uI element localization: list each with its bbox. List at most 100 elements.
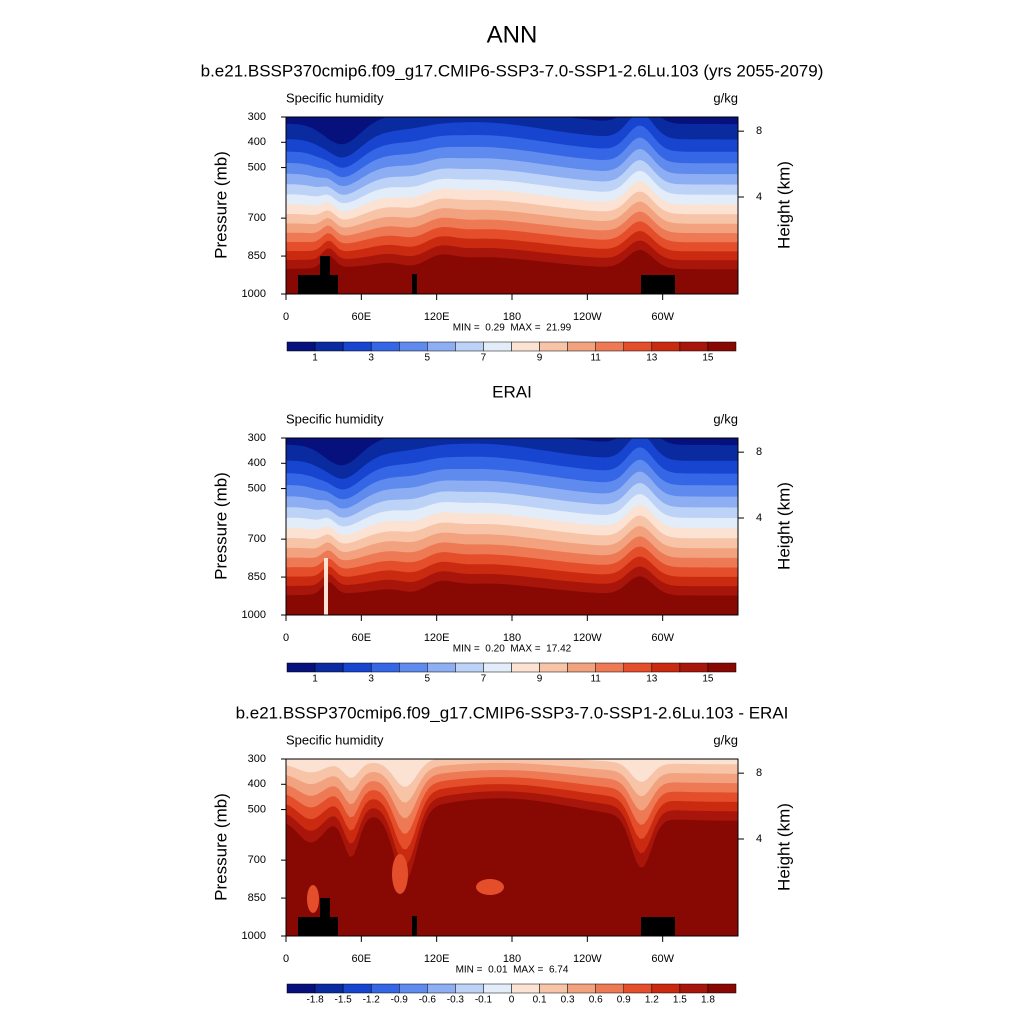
colorbar-box <box>511 662 540 673</box>
y2-tick-label: 8 <box>756 767 762 779</box>
colorbar-box <box>623 341 653 352</box>
colorbar-label: 7 <box>481 353 487 364</box>
colorbar-box <box>455 341 484 352</box>
colorbar-label: 5 <box>425 674 431 685</box>
topography-mask <box>320 898 330 917</box>
topography-mask <box>298 917 338 936</box>
y-axis-label: Pressure (mb) <box>211 793 230 901</box>
colorbar-label: 13 <box>646 674 658 685</box>
left-label: Specific humidity <box>286 732 384 747</box>
colorbar-box <box>399 983 428 994</box>
x-tick-label: 0 <box>283 953 289 965</box>
panel-title: b.e21.BSSP370cmip6.f09_g17.CMIP6-SSP3-7.… <box>201 61 824 80</box>
stats: MIN = 0.01 MAX = 6.74 <box>456 965 569 976</box>
y-axis-label: Pressure (mb) <box>211 151 230 259</box>
colorbar-box <box>399 341 428 352</box>
y-tick-label: 300 <box>248 432 266 444</box>
y-tick-label: 1000 <box>242 930 266 942</box>
colorbar-box <box>483 662 512 673</box>
y-tick-label: 850 <box>248 892 266 904</box>
colorbar-box <box>595 662 624 673</box>
y-tick-label: 300 <box>248 753 266 765</box>
main-title: ANN <box>487 21 538 48</box>
y2-axis-label: Height (km) <box>774 161 793 249</box>
y2-tick-label: 8 <box>756 446 762 458</box>
y-tick-label: 1000 <box>242 609 266 621</box>
x-tick-label: 60E <box>352 953 372 965</box>
colorbar-label: -1.8 <box>306 995 324 1006</box>
topography-mask <box>641 917 675 936</box>
x-tick-label: 0 <box>283 632 289 644</box>
colorbar-label: -0.3 <box>447 995 465 1006</box>
colorbar-box <box>370 341 400 352</box>
contour-blob <box>307 885 319 913</box>
colorbar-box <box>286 983 316 994</box>
x-tick-label: 60W <box>651 953 674 965</box>
colorbar-box <box>567 983 596 994</box>
colorbar-label: 7 <box>481 674 487 685</box>
colorbar-box <box>455 662 484 673</box>
y-axis-label: Pressure (mb) <box>211 472 230 580</box>
colorbar-label: 9 <box>537 674 543 685</box>
x-tick-label: 120W <box>573 632 602 644</box>
colorbar-box <box>483 983 512 994</box>
x-tick-label: 120E <box>424 311 450 323</box>
colorbar-box <box>286 341 316 352</box>
colorbar-label: 11 <box>590 353 601 364</box>
colorbar-label: 1 <box>312 353 318 364</box>
colorbar-box <box>511 983 540 994</box>
y-tick-label: 700 <box>248 854 266 866</box>
left-label: Specific humidity <box>286 90 384 105</box>
x-tick-label: 120W <box>573 311 602 323</box>
colorbar-box <box>286 662 316 673</box>
y2-tick-label: 4 <box>756 512 762 524</box>
y-tick-label: 400 <box>248 457 266 469</box>
contour-band <box>286 798 738 936</box>
colorbar-label: 1.5 <box>673 995 687 1006</box>
colorbar-box <box>623 662 653 673</box>
colorbar-box <box>427 662 456 673</box>
colorbar-box <box>707 662 737 673</box>
colorbar-label: 5 <box>425 353 431 364</box>
colorbar-label: 0.6 <box>589 995 603 1006</box>
colorbar-box <box>342 341 372 352</box>
left-label: Specific humidity <box>286 411 384 426</box>
y-tick-label: 500 <box>248 803 266 815</box>
y-tick-label: 400 <box>248 136 266 148</box>
contour-band <box>286 576 738 615</box>
x-tick-label: 180 <box>503 311 521 323</box>
colorbar-label: 1.2 <box>645 995 659 1006</box>
y2-axis-label: Height (km) <box>774 803 793 891</box>
contour-band <box>324 558 328 615</box>
colorbar-box <box>455 983 484 994</box>
colorbar-label: 1.8 <box>701 995 715 1006</box>
colorbar-box <box>679 983 709 994</box>
x-tick-label: 120W <box>573 953 602 965</box>
colorbar-label: -0.9 <box>391 995 409 1006</box>
colorbar-label: 1 <box>312 674 318 685</box>
colorbar-box <box>567 662 596 673</box>
panel-title: b.e21.BSSP370cmip6.f09_g17.CMIP6-SSP3-7.… <box>236 703 789 722</box>
colorbar-box <box>539 662 568 673</box>
panel-title: ERAI <box>492 382 532 401</box>
contour-band <box>286 249 738 294</box>
x-tick-label: 0 <box>283 311 289 323</box>
topography-mask <box>412 916 417 936</box>
colorbar-box <box>595 983 624 994</box>
colorbar-label: -0.6 <box>419 995 437 1006</box>
colorbar-box <box>623 983 653 994</box>
colorbar-box <box>427 983 456 994</box>
y2-tick-label: 4 <box>756 191 762 203</box>
colorbar-box <box>342 983 372 994</box>
colorbar-label: 0.3 <box>561 995 575 1006</box>
colorbar-box <box>707 341 737 352</box>
colorbar-box <box>595 341 624 352</box>
y2-tick-label: 4 <box>756 833 762 845</box>
colorbar-box <box>679 341 709 352</box>
colorbar-label: -1.5 <box>335 995 353 1006</box>
colorbar-label: 15 <box>702 353 714 364</box>
colorbar-box <box>370 662 400 673</box>
x-tick-label: 120E <box>424 953 450 965</box>
y-tick-label: 500 <box>248 161 266 173</box>
topography-mask <box>641 275 675 294</box>
